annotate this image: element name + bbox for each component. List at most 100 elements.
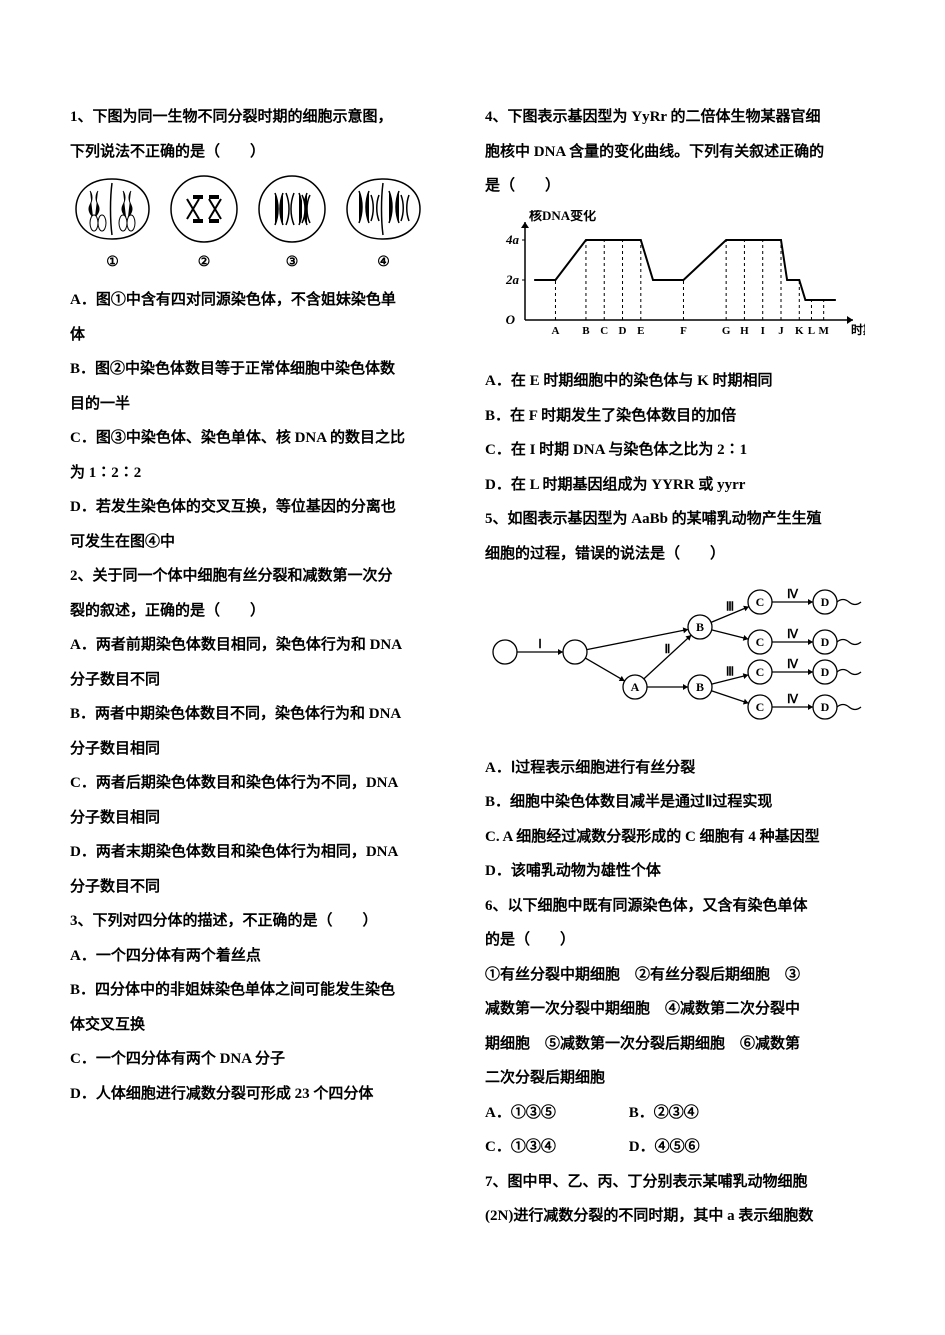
cell-diagram-3 (253, 173, 331, 245)
q1-optC-2: 为 1∶2∶2 (70, 456, 460, 491)
svg-text:Ⅲ: Ⅲ (726, 600, 734, 614)
q6-stem-1: 6、以下细胞中既有同源染色体，又含有染色单体 (485, 889, 875, 924)
svg-text:C: C (600, 325, 608, 337)
svg-text:D: D (821, 635, 830, 649)
q1-optA-1: A．图①中含有四对同源染色体，不含姐妹染色单 (70, 283, 460, 318)
svg-text:B: B (582, 325, 590, 337)
svg-text:A: A (631, 680, 640, 694)
svg-text:C: C (756, 665, 765, 679)
svg-text:Ⅳ: Ⅳ (787, 587, 799, 601)
right-column: 4、下图表示基因型为 YyRr 的二倍体生物某器官细 胞核中 DNA 含量的变化… (485, 100, 875, 1275)
q6-opts-row1: A．①③⑤ B．②③④ (485, 1096, 875, 1131)
q6-optA: A．①③⑤ (485, 1096, 625, 1131)
q3-optB-1: B．四分体中的非姐妹染色单体之间可能发生染色 (70, 973, 460, 1008)
q1-optC-1: C．图③中染色体、染色单体、核 DNA 的数目之比 (70, 421, 460, 456)
q6-stem-2: 的是（ ） (485, 923, 875, 958)
q2-optB-1: B．两者中期染色体数目不同，染色体行为和 DNA (70, 697, 460, 732)
cell-diagram-4 (341, 173, 426, 245)
svg-text:Ⅲ: Ⅲ (726, 665, 734, 679)
q2-optC-1: C．两者后期染色体数目和染色体行为不同，DNA (70, 766, 460, 801)
q7-stem-1: 7、图中甲、乙、丙、丁分别表示某哺乳动物细胞 (485, 1165, 875, 1200)
dna-line-chart: 2a4aO核DNA变化ABCDEFGHIJKLM时期 (485, 210, 865, 345)
page: 1、下图为同一生物不同分裂时期的细胞示意图， 下列说法不正确的是（ ） (0, 0, 945, 1335)
svg-text:K: K (795, 325, 804, 337)
svg-text:D: D (821, 595, 830, 609)
q4-optB: B．在 F 时期发生了染色体数目的加倍 (485, 399, 875, 434)
q1-stem-line2: 下列说法不正确的是（ ） (70, 135, 460, 170)
q1-label-2: ② (165, 247, 243, 279)
q4-optD: D．在 L 时期基因组成为 YYRR 或 yyrr (485, 468, 875, 503)
q6-line2: 减数第一次分裂中期细胞 ④减数第二次分裂中 (485, 992, 875, 1027)
svg-text:O: O (506, 312, 516, 327)
q3-optC: C．一个四分体有两个 DNA 分子 (70, 1042, 460, 1077)
svg-text:时期: 时期 (851, 322, 865, 337)
q2-optD-1: D．两者末期染色体数目和染色体行为相同，DNA (70, 835, 460, 870)
q5-optA: A．Ⅰ过程表示细胞进行有丝分裂 (485, 751, 875, 786)
svg-text:2a: 2a (505, 272, 520, 287)
gamete-tree-diagram: ⅠⅡⅢⅢⅣⅣⅣⅣABBCCCCDDDD (485, 577, 865, 727)
svg-text:A: A (551, 325, 559, 337)
q5-stem-2: 细胞的过程，错误的说法是（ ） (485, 537, 875, 572)
q3-optA: A．一个四分体有两个着丝点 (70, 939, 460, 974)
q2-stem-1: 2、关于同一个体中细胞有丝分裂和减数第一次分 (70, 559, 460, 594)
q6-line1: ①有丝分裂中期细胞 ②有丝分裂后期细胞 ③ (485, 958, 875, 993)
svg-text:D: D (821, 700, 830, 714)
q4-stem-2: 胞核中 DNA 含量的变化曲线。下列有关叙述正确的 (485, 135, 875, 170)
q5-optB: B．细胞中染色体数目减半是通过Ⅱ过程实现 (485, 785, 875, 820)
svg-text:G: G (722, 325, 731, 337)
q1-stem-line1: 1、下图为同一生物不同分裂时期的细胞示意图， (70, 100, 460, 135)
q1-figure-labels: ① ② ③ ④ (70, 247, 460, 279)
q4-stem-1: 4、下图表示基因型为 YyRr 的二倍体生物某器官细 (485, 100, 875, 135)
left-column: 1、下图为同一生物不同分裂时期的细胞示意图， 下列说法不正确的是（ ） (70, 100, 460, 1275)
q1-figure-row (70, 173, 460, 245)
svg-text:Ⅳ: Ⅳ (787, 627, 799, 641)
q2-optD-2: 分子数目不同 (70, 870, 460, 905)
q6-optD: D．④⑤⑥ (629, 1130, 769, 1165)
cell-diagram-2 (165, 173, 243, 245)
q3-optB-2: 体交叉互换 (70, 1008, 460, 1043)
svg-text:核DNA变化: 核DNA变化 (529, 210, 596, 223)
q1-label-4: ④ (341, 247, 426, 279)
q1-label-3: ③ (253, 247, 331, 279)
svg-text:Ⅰ: Ⅰ (538, 637, 542, 651)
svg-text:Ⅳ: Ⅳ (787, 657, 799, 671)
svg-text:E: E (637, 325, 644, 337)
svg-text:4a: 4a (505, 232, 520, 247)
svg-text:B: B (696, 620, 704, 634)
svg-text:B: B (696, 680, 704, 694)
q6-opts-row2: C．①③④ D．④⑤⑥ (485, 1130, 875, 1165)
q2-optB-2: 分子数目相同 (70, 732, 460, 767)
svg-text:F: F (680, 325, 687, 337)
q3-optD: D．人体细胞进行减数分裂可形成 23 个四分体 (70, 1077, 460, 1112)
q2-optA-2: 分子数目不同 (70, 663, 460, 698)
q1-label-1: ① (70, 247, 155, 279)
q2-optC-2: 分子数目相同 (70, 801, 460, 836)
q4-optA: A．在 E 时期细胞中的染色体与 K 时期相同 (485, 364, 875, 399)
svg-text:J: J (778, 325, 784, 337)
q7-stem-2: (2N)进行减数分裂的不同时期，其中 a 表示细胞数 (485, 1199, 875, 1234)
cell-diagram-1 (70, 173, 155, 245)
svg-text:H: H (740, 325, 749, 337)
svg-text:I: I (761, 325, 765, 337)
svg-text:Ⅱ: Ⅱ (665, 642, 671, 656)
q6-line4: 二次分裂后期细胞 (485, 1061, 875, 1096)
q6-optB: B．②③④ (629, 1096, 769, 1131)
q5-optC: C. A 细胞经过减数分裂形成的 C 细胞有 4 种基因型 (485, 820, 875, 855)
svg-text:C: C (756, 635, 765, 649)
q1-optB-1: B．图②中染色体数目等于正常体细胞中染色体数 (70, 352, 460, 387)
q2-stem-2: 裂的叙述，正确的是（ ） (70, 594, 460, 629)
q6-line3: 期细胞 ⑤减数第一次分裂后期细胞 ⑥减数第 (485, 1027, 875, 1062)
svg-text:L: L (808, 325, 815, 337)
svg-text:C: C (756, 595, 765, 609)
q4-chart: 2a4aO核DNA变化ABCDEFGHIJKLM时期 (485, 210, 875, 359)
q1-optD-1: D．若发生染色体的交叉互换，等位基因的分离也 (70, 490, 460, 525)
q6-optC: C．①③④ (485, 1130, 625, 1165)
q5-stem-1: 5、如图表示基因型为 AaBb 的某哺乳动物产生生殖 (485, 502, 875, 537)
svg-text:C: C (756, 700, 765, 714)
q4-stem-3: 是（ ） (485, 169, 875, 204)
q1-optA-2: 体 (70, 318, 460, 353)
q1-optB-2: 目的一半 (70, 387, 460, 422)
svg-text:Ⅳ: Ⅳ (787, 692, 799, 706)
q5-optD: D．该哺乳动物为雄性个体 (485, 854, 875, 889)
q3-stem: 3、下列对四分体的描述，不正确的是（ ） (70, 904, 460, 939)
